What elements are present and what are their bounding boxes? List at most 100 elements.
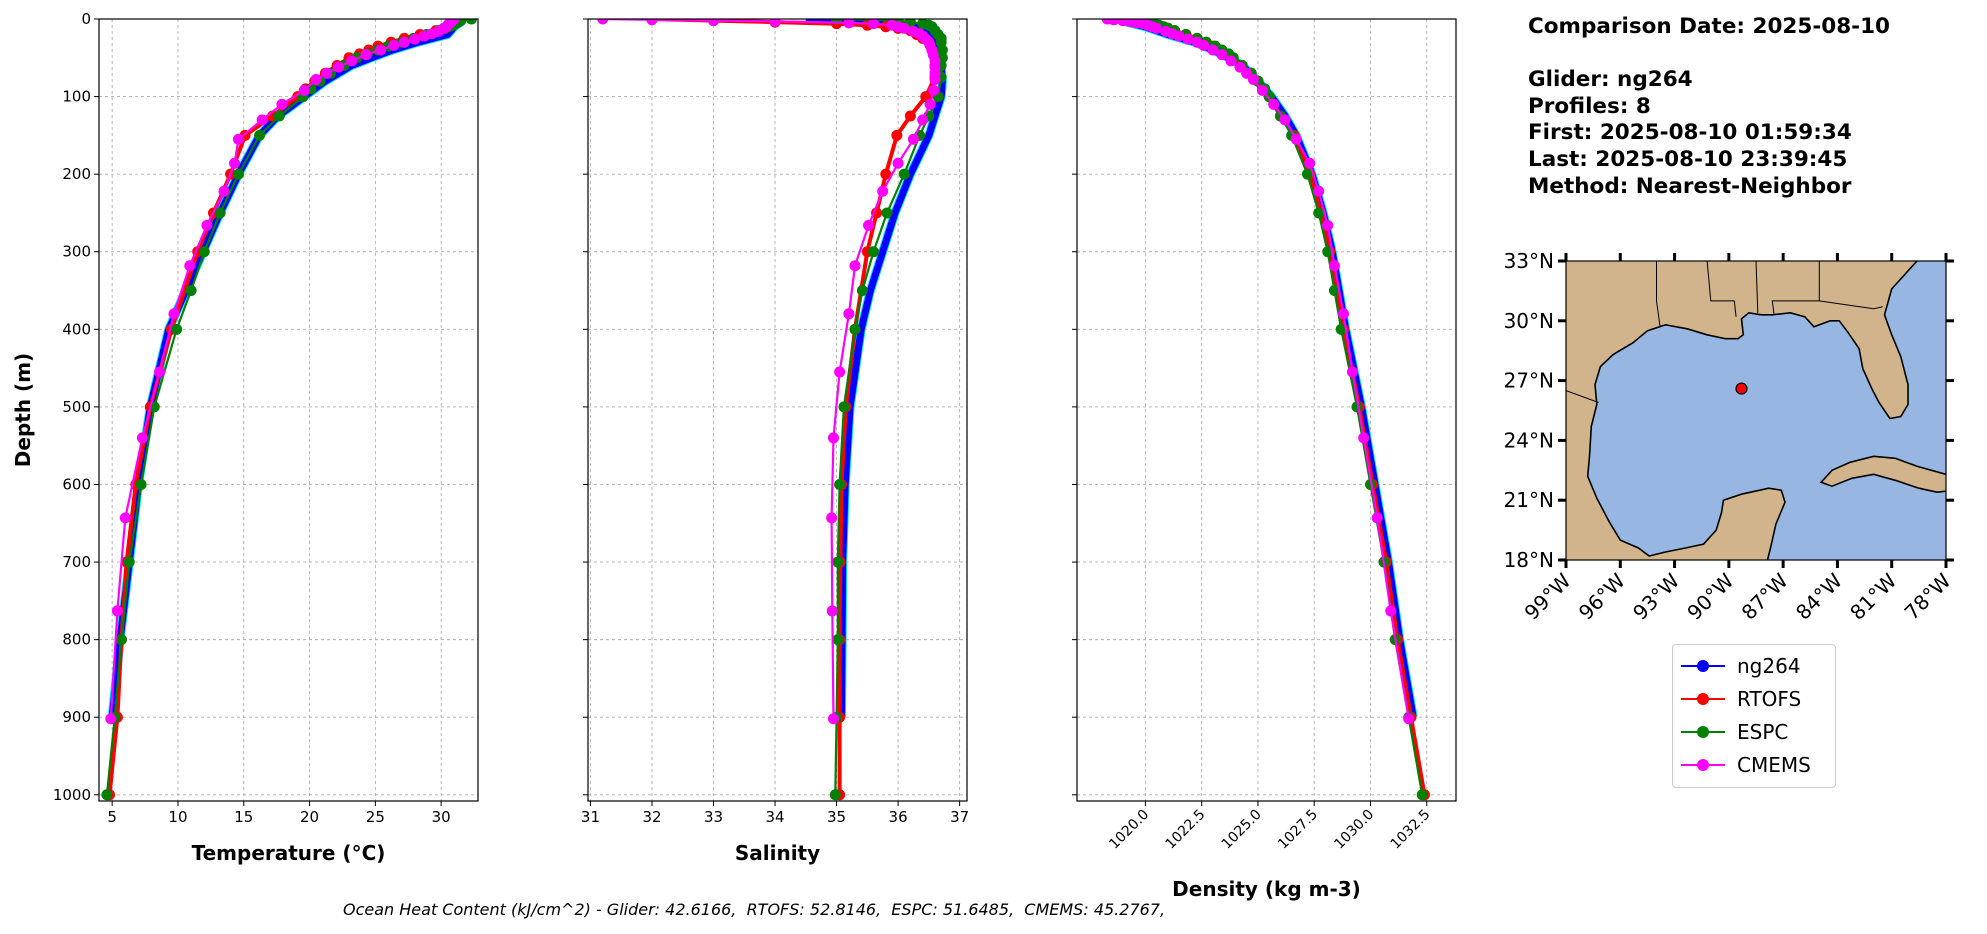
- land-cuba: [1819, 455, 1946, 494]
- y-tick-label: 600: [62, 475, 91, 493]
- lat-tick-label: 30°N: [1504, 309, 1554, 333]
- y-tick-label: 300: [62, 243, 91, 261]
- data-point-cmems: [1151, 22, 1163, 34]
- data-point-cmems: [826, 605, 838, 617]
- data-point-cmems: [201, 219, 213, 231]
- data-point-cmems: [1346, 366, 1358, 378]
- legend-item-cmems: CMEMS: [1681, 750, 1811, 780]
- data-point-cmems: [843, 19, 855, 29]
- y-tick-label: 200: [62, 165, 91, 183]
- data-point-espc: [1313, 207, 1325, 219]
- data-point-cmems: [256, 114, 268, 126]
- x-tick-label: 34: [765, 808, 784, 826]
- legend-item-rtofs: RTOFS: [1681, 684, 1801, 714]
- data-point-cmems: [310, 74, 322, 86]
- data-point-espc: [115, 634, 127, 646]
- data-point-cmems: [597, 19, 609, 25]
- data-point-cmems: [168, 308, 180, 320]
- lat-tick-label: 18°N: [1504, 548, 1554, 572]
- data-point-espc: [838, 401, 850, 413]
- data-point-espc: [1301, 168, 1313, 180]
- data-point-cmems: [119, 512, 131, 524]
- data-point-espc: [1322, 246, 1334, 258]
- y-tick-label: 1000: [53, 786, 91, 804]
- ocean-heat-content-caption: Ocean Heat Content (kJ/cm^2) - Glider: 4…: [343, 900, 1166, 919]
- data-point-cmems: [1173, 30, 1185, 42]
- data-point-cmems: [1290, 133, 1302, 145]
- y-tick-label: 0: [81, 10, 91, 28]
- data-point-espc: [898, 168, 910, 180]
- glider-location-marker: [1735, 382, 1748, 395]
- data-point-espc: [1335, 323, 1347, 335]
- y-tick-label: 900: [62, 708, 91, 726]
- data-point-cmems: [1198, 39, 1210, 51]
- data-point-cmems: [892, 157, 904, 169]
- data-point-espc: [185, 285, 197, 297]
- lon-tick-label: 78°W: [1900, 568, 1956, 624]
- state-border: [1755, 261, 1759, 313]
- lon-tick-label: 93°W: [1628, 568, 1684, 624]
- data-point-rtofs: [880, 168, 892, 180]
- lon-tick-label: 84°W: [1791, 568, 1847, 624]
- x-tick-label: 20: [300, 808, 319, 826]
- data-point-cmems: [1313, 185, 1325, 197]
- data-point-rtofs: [891, 129, 903, 141]
- data-point-cmems: [375, 44, 387, 56]
- data-point-cmems: [1385, 605, 1397, 617]
- axes-frame: [98, 18, 479, 802]
- data-point-cmems: [834, 366, 846, 378]
- data-point-cmems: [398, 36, 410, 48]
- data-point-espc: [254, 129, 266, 141]
- data-point-cmems: [863, 219, 875, 231]
- legend-label: RTOFS: [1737, 687, 1802, 711]
- data-point-cmems: [907, 133, 919, 145]
- data-point-espc: [232, 168, 244, 180]
- data-point-cmems: [826, 512, 838, 524]
- axes-frame: [1076, 18, 1457, 802]
- panel-density: 1020.0 1022.5 1025.0 1027.5 1030.0 1032.5 Dens…: [1072, 18, 1457, 901]
- lat-tick-label: 27°N: [1504, 369, 1554, 393]
- map-area: [1566, 261, 1946, 560]
- data-point-espc: [832, 634, 844, 646]
- data-point-espc: [135, 478, 147, 490]
- x-tick-label: 1032.5: [1388, 807, 1434, 853]
- state-border: [1656, 261, 1661, 327]
- data-point-espc: [1416, 789, 1428, 801]
- y-axis-label: Depth (m): [11, 353, 35, 467]
- legend-marker: [1697, 693, 1709, 705]
- data-point-cmems: [232, 133, 244, 145]
- data-point-cmems: [346, 55, 358, 67]
- data-point-cmems: [1225, 55, 1237, 67]
- data-point-cmems: [1279, 114, 1291, 126]
- data-point-cmems: [1328, 260, 1340, 272]
- x-tick-label: 30: [432, 808, 451, 826]
- land-north-america: [1566, 261, 1918, 560]
- x-tick-label: 10: [168, 808, 187, 826]
- data-point-cmems: [136, 432, 148, 444]
- last-time: Last: 2025-08-10 23:39:45: [1528, 146, 1848, 172]
- data-point-espc: [834, 478, 846, 490]
- data-point-espc: [171, 323, 183, 335]
- data-point-cmems: [867, 19, 879, 30]
- state-border: [1819, 300, 1883, 310]
- data-point-cmems: [1182, 33, 1194, 45]
- panel-salinity: 31 32 33 34 35 36 37 Salinity: [581, 18, 969, 865]
- data-point-espc: [214, 207, 226, 219]
- plot-area: [101, 19, 477, 801]
- lon-tick-label: 87°W: [1737, 568, 1793, 624]
- data-point-cmems: [1304, 157, 1316, 169]
- data-point-espc: [832, 556, 844, 568]
- lon-tick-label: 96°W: [1574, 568, 1630, 624]
- data-point-cmems: [1108, 19, 1120, 26]
- data-point-cmems: [1256, 84, 1268, 96]
- data-point-rtofs: [904, 110, 916, 122]
- data-point-espc: [829, 789, 841, 801]
- data-point-cmems: [321, 67, 333, 79]
- x-tick-label: 15: [234, 808, 253, 826]
- y-tick-label: 800: [62, 631, 91, 649]
- data-point-espc: [1328, 285, 1340, 297]
- first-time: First: 2025-08-10 01:59:34: [1528, 120, 1852, 146]
- x-tick-label: 1030.0: [1331, 807, 1377, 853]
- legend-label: ESPC: [1737, 720, 1789, 744]
